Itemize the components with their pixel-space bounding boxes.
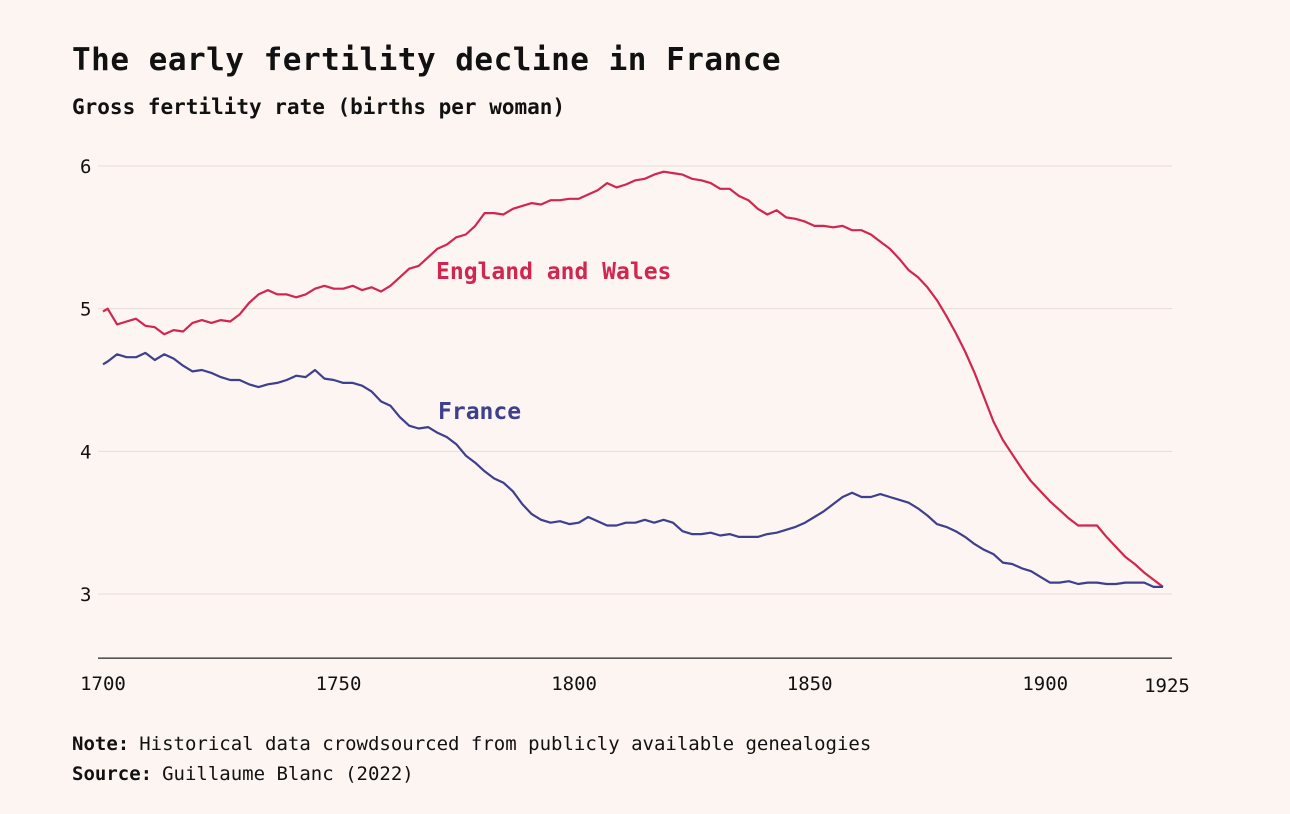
chart-note: Note: Historical data crowdsourced from p… bbox=[72, 733, 871, 755]
x-axis-ticks: 1700 1750 1800 1850 1900 1925 bbox=[80, 673, 1190, 697]
series-label-france: France bbox=[438, 399, 521, 425]
grid-lines bbox=[98, 165, 1172, 595]
x-tick-label-1800: 1800 bbox=[551, 673, 597, 695]
x-tick-label-1900: 1900 bbox=[1022, 673, 1068, 695]
y-tick-label-3: 3 bbox=[80, 584, 91, 606]
series-label-england-and-wales: England and Wales bbox=[436, 259, 671, 285]
x-tick-label-1850: 1850 bbox=[787, 673, 833, 695]
chart-source: Source: Guillaume Blanc (2022) bbox=[72, 763, 414, 785]
series-line-england-and-wales bbox=[102, 170, 1164, 588]
chart-subtitle: Gross fertility rate (births per woman) bbox=[72, 95, 566, 119]
series-line-france bbox=[102, 351, 1163, 589]
source-label: Source: bbox=[72, 763, 153, 785]
y-tick-label-5: 5 bbox=[80, 299, 91, 321]
series-lines bbox=[102, 170, 1164, 589]
x-tick-label-1700: 1700 bbox=[80, 673, 126, 695]
x-tick-label-1925: 1925 bbox=[1144, 675, 1190, 697]
note-text: Historical data crowdsourced from public… bbox=[139, 733, 872, 755]
y-tick-label-6: 6 bbox=[80, 156, 91, 178]
line-chart: 3 4 5 6 1700 1750 1800 1850 1900 1925 England an… bbox=[80, 156, 1190, 697]
y-axis-ticks: 3 4 5 6 bbox=[80, 156, 91, 606]
x-tick-label-1750: 1750 bbox=[316, 673, 362, 695]
chart-title: The early fertility decline in France bbox=[72, 42, 782, 78]
y-tick-label-4: 4 bbox=[80, 441, 91, 463]
note-label: Note: bbox=[72, 733, 130, 755]
source-text: Guillaume Blanc (2022) bbox=[162, 763, 414, 785]
